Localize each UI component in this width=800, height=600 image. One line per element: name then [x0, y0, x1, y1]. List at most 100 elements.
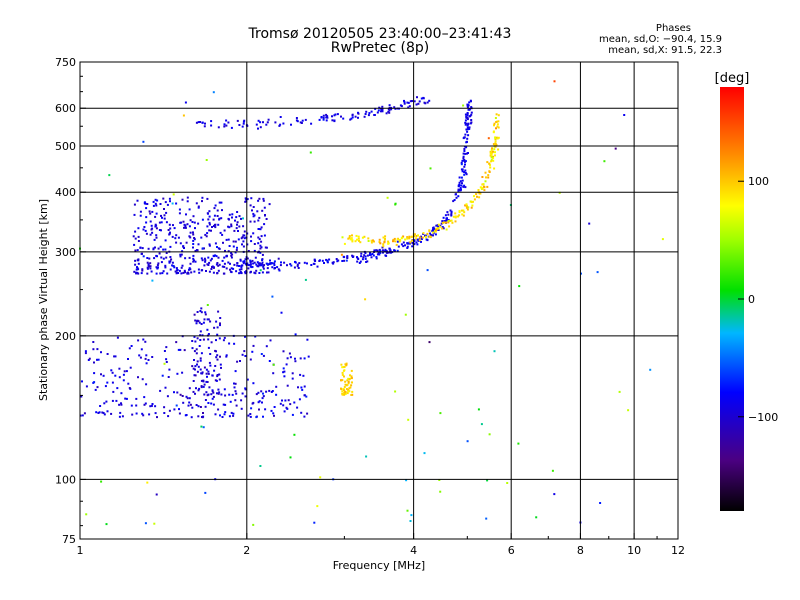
data-point [404, 313, 407, 316]
data-point [184, 101, 187, 104]
data-point [244, 388, 247, 391]
data-point [148, 210, 151, 213]
data-point [196, 311, 199, 313]
data-point [199, 330, 202, 333]
data-point [468, 101, 471, 104]
data-point [214, 379, 217, 382]
data-point [136, 266, 138, 269]
data-point [149, 233, 152, 236]
data-point [209, 353, 212, 355]
data-point [192, 254, 195, 257]
data-point [213, 255, 215, 258]
data-point [403, 101, 406, 104]
data-point [224, 249, 226, 252]
data-point [280, 261, 282, 264]
data-point [128, 347, 131, 350]
data-point [210, 341, 213, 344]
data-point [160, 261, 163, 264]
data-point [233, 229, 236, 232]
data-point [162, 270, 165, 273]
data-point [258, 272, 261, 274]
data-point [351, 390, 354, 393]
data-point [193, 335, 196, 338]
data-point [350, 384, 353, 387]
data-point [178, 408, 180, 411]
data-point [411, 245, 414, 248]
data-point [231, 253, 234, 256]
data-point [219, 317, 222, 319]
data-point [241, 125, 244, 128]
data-point [261, 271, 264, 274]
data-point [442, 227, 445, 230]
data-point [147, 247, 150, 250]
data-point [218, 337, 221, 340]
data-point [223, 256, 226, 259]
data-point [465, 128, 468, 131]
data-point [229, 268, 231, 271]
data-point [190, 271, 193, 274]
data-point [284, 399, 287, 402]
data-point [273, 406, 276, 408]
data-point [497, 136, 500, 139]
data-point [206, 328, 209, 331]
data-point [218, 218, 221, 221]
data-point [247, 264, 250, 267]
data-point [216, 209, 219, 212]
data-point [144, 402, 147, 405]
data-point [394, 107, 397, 110]
data-point [200, 425, 203, 428]
data-point [432, 234, 434, 237]
data-point [235, 404, 238, 407]
data-point [218, 201, 221, 204]
data-point [157, 247, 160, 250]
data-point [470, 113, 473, 116]
data-point [221, 265, 224, 268]
data-point [235, 249, 238, 251]
data-point [265, 246, 268, 249]
data-point [364, 298, 367, 301]
data-point [476, 195, 478, 198]
data-point [230, 225, 233, 228]
data-point [201, 372, 204, 375]
data-point [236, 221, 239, 224]
data-point [145, 232, 148, 235]
data-point [462, 214, 465, 217]
chart-title: Tromsø 20120505 23:40:00–23:41:43 [248, 26, 512, 42]
data-point [357, 116, 359, 119]
data-point [373, 249, 376, 252]
data-point [271, 266, 274, 269]
data-point [235, 270, 238, 273]
data-point [172, 265, 175, 267]
data-point [496, 137, 499, 140]
data-point [193, 359, 195, 361]
data-point [249, 204, 252, 207]
data-point [493, 143, 496, 146]
data-point [293, 401, 296, 404]
data-point [197, 320, 200, 323]
data-point [239, 259, 242, 262]
data-point [445, 217, 448, 220]
data-point [219, 414, 221, 417]
data-point [397, 245, 400, 248]
data-point [174, 237, 177, 240]
data-point [454, 212, 457, 215]
data-point [88, 357, 91, 360]
data-point [212, 218, 215, 221]
data-point [213, 214, 216, 217]
data-point [141, 269, 144, 272]
data-point [367, 114, 370, 117]
data-point [208, 223, 211, 226]
data-point [463, 171, 466, 174]
data-point [212, 395, 215, 398]
data-point [232, 245, 235, 248]
data-point [241, 264, 244, 267]
data-point [252, 401, 255, 404]
data-point [192, 233, 195, 236]
data-point [178, 212, 181, 215]
data-point [196, 249, 199, 252]
data-point [326, 116, 329, 119]
data-point [176, 372, 179, 375]
data-point [304, 278, 307, 281]
data-point [94, 388, 97, 391]
data-point [465, 116, 468, 119]
